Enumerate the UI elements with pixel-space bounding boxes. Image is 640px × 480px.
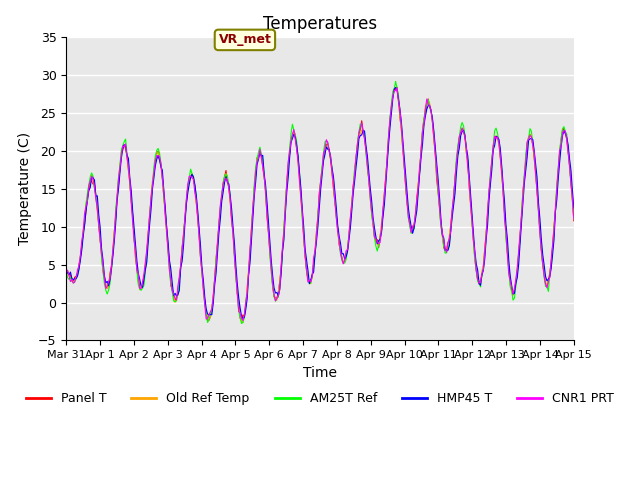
Panel T [125, 168, 132, 173]
Old Ref Temp [241, 313, 248, 319]
AM25T Ref [392, 79, 399, 84]
Old Ref Temp [230, 251, 238, 257]
HMP45 T [62, 268, 70, 274]
AM25T Ref [125, 159, 132, 165]
Old Ref Temp [570, 216, 578, 222]
Old Ref Temp [125, 165, 132, 171]
CNR1 PRT [241, 312, 248, 317]
HMP45 T [239, 316, 247, 322]
Panel T [62, 267, 70, 273]
AM25T Ref [241, 314, 248, 320]
Old Ref Temp [285, 148, 293, 154]
CNR1 PRT [62, 267, 70, 273]
Panel T [232, 270, 240, 276]
Line: CNR1 PRT: CNR1 PRT [66, 88, 574, 321]
Line: HMP45 T: HMP45 T [66, 87, 574, 319]
AM25T Ref [570, 215, 578, 221]
AM25T Ref [237, 321, 245, 326]
CNR1 PRT [285, 149, 293, 155]
CNR1 PRT [125, 164, 132, 169]
Old Ref Temp [62, 267, 70, 273]
CNR1 PRT [570, 216, 578, 222]
Panel T [241, 314, 248, 320]
AM25T Ref [230, 254, 238, 260]
CNR1 PRT [393, 85, 401, 91]
AM25T Ref [214, 242, 221, 248]
CNR1 PRT [545, 279, 552, 285]
Panel T [393, 84, 401, 90]
CNR1 PRT [230, 254, 238, 260]
HMP45 T [214, 251, 221, 256]
Y-axis label: Temperature (C): Temperature (C) [19, 132, 33, 245]
HMP45 T [241, 314, 248, 320]
HMP45 T [285, 155, 293, 161]
Panel T [204, 318, 211, 324]
Old Ref Temp [214, 240, 221, 245]
HMP45 T [230, 240, 238, 246]
HMP45 T [125, 156, 132, 161]
Line: AM25T Ref: AM25T Ref [66, 82, 574, 324]
X-axis label: Time: Time [303, 366, 337, 380]
AM25T Ref [62, 268, 70, 274]
Old Ref Temp [545, 276, 552, 282]
Panel T [570, 218, 578, 224]
Old Ref Temp [392, 85, 399, 91]
Panel T [545, 278, 552, 284]
HMP45 T [545, 276, 552, 282]
AM25T Ref [545, 288, 552, 294]
Line: Old Ref Temp: Old Ref Temp [66, 88, 574, 323]
HMP45 T [392, 84, 399, 90]
Legend: Panel T, Old Ref Temp, AM25T Ref, HMP45 T, CNR1 PRT: Panel T, Old Ref Temp, AM25T Ref, HMP45 … [21, 387, 619, 410]
Title: Temperatures: Temperatures [263, 15, 377, 33]
CNR1 PRT [239, 318, 247, 324]
Old Ref Temp [239, 320, 247, 325]
Text: VR_met: VR_met [218, 34, 271, 47]
Panel T [215, 222, 223, 228]
HMP45 T [570, 205, 578, 211]
Line: Panel T: Panel T [66, 87, 574, 321]
AM25T Ref [285, 145, 293, 151]
Panel T [285, 151, 293, 157]
CNR1 PRT [214, 240, 221, 246]
